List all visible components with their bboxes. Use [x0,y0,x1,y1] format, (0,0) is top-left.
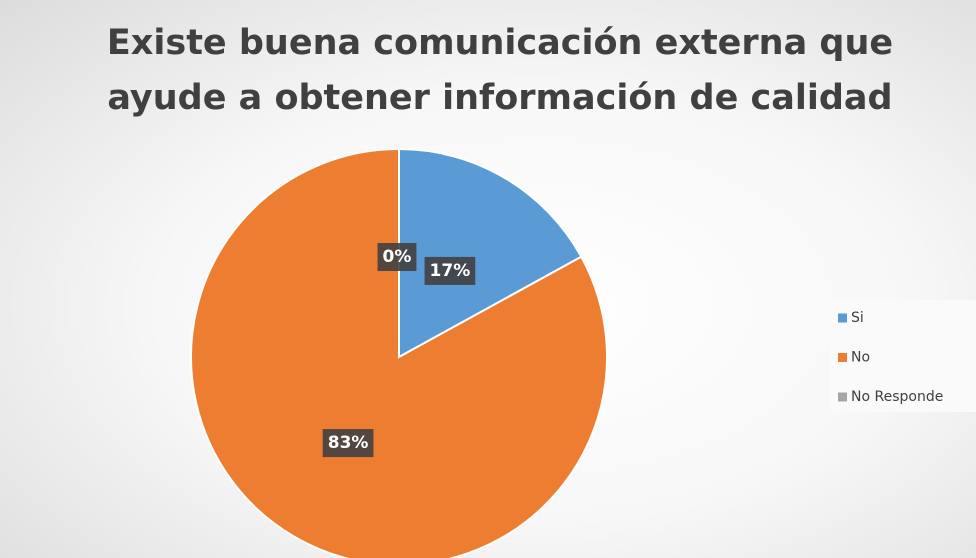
legend-label: Si [851,310,864,326]
legend-marker [838,353,847,362]
legend-label: No Responde [851,389,943,405]
legend-label: No [851,350,870,366]
pie-slice [398,147,583,359]
pie-slice [190,147,608,558]
data-label: 83% [328,433,369,453]
chart-title: Existe buena comunicación externa que ay… [106,23,894,118]
data-label: 17% [430,261,471,281]
data-label-box [322,429,374,458]
legend-box [830,300,976,412]
data-label-box [377,243,417,271]
legend-marker [838,392,847,402]
legend-marker [838,313,847,323]
data-label-box [424,256,476,285]
data-label: 0% [383,247,412,267]
